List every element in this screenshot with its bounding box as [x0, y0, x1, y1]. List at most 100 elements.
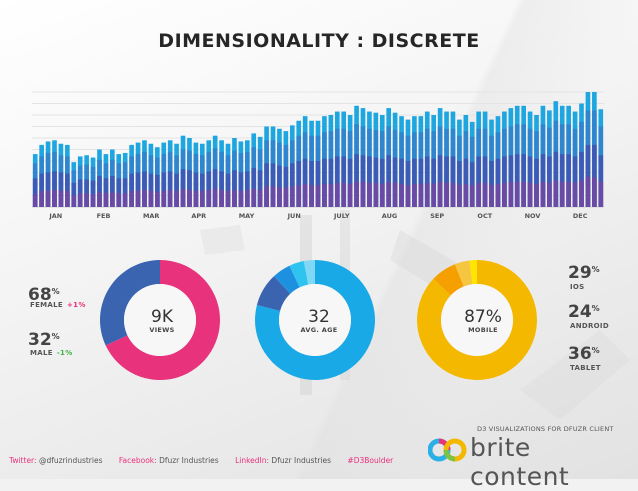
bar-middle: [392, 157, 398, 207]
bar-middle: [553, 151, 559, 207]
bar-bottom: [257, 189, 263, 207]
bar-middle: [585, 144, 591, 207]
bar-middle: [424, 156, 430, 207]
bar-bottom: [334, 182, 340, 207]
chart-bars: [32, 92, 604, 207]
bar-bottom: [521, 181, 526, 207]
twitter-link[interactable]: @dfuzrindustries: [38, 456, 103, 465]
chart-x-labels: JAN FEB MAR APR MAY JUN JULY AUG SEP OCT NOV DEC: [48, 212, 587, 220]
bar-bottom: [97, 192, 102, 207]
bar-middle: [559, 154, 565, 207]
bar-bottom: [129, 190, 134, 207]
bar-bottom: [148, 190, 154, 207]
facebook-link[interactable]: Dfuzr Industries: [159, 456, 219, 465]
bar-middle: [97, 175, 102, 207]
age-value: 32: [308, 307, 330, 327]
bar-bottom: [122, 193, 128, 207]
bar-bottom: [553, 180, 559, 207]
donut-slice: [289, 261, 309, 288]
bar-middle: [206, 171, 212, 207]
bar-middle: [444, 156, 449, 207]
bar-middle: [32, 178, 38, 207]
bar-bottom: [341, 182, 347, 207]
donut-slice: [469, 260, 477, 285]
donut-slice: [273, 265, 300, 294]
bar-middle: [193, 172, 199, 207]
bar-bottom: [167, 189, 173, 207]
male-percent-value: 32: [28, 330, 52, 350]
bar-bottom: [418, 184, 424, 207]
bar-middle: [418, 158, 424, 207]
bar-bottom: [424, 182, 430, 207]
bar-middle: [457, 161, 462, 207]
x-tick-label: JAN: [48, 212, 62, 220]
bar-middle: [302, 158, 308, 207]
x-tick-label: NOV: [525, 212, 541, 220]
bar-middle: [251, 167, 257, 207]
bar-bottom: [77, 193, 83, 207]
x-tick-label: MAY: [239, 212, 255, 220]
bar-middle: [219, 171, 224, 207]
donut-hole: [441, 284, 513, 356]
bar-bottom: [110, 192, 115, 207]
bar-middle: [103, 178, 109, 207]
bar-bottom: [289, 186, 295, 207]
bar-bottom: [58, 190, 64, 207]
bar-middle: [110, 175, 115, 207]
bar-bottom: [373, 182, 379, 207]
bar-bottom: [489, 185, 494, 207]
tablet-percent-value: 36: [568, 344, 592, 364]
ios-percent: 29%: [568, 263, 600, 283]
bar-middle: [405, 161, 411, 207]
bar-bottom: [437, 181, 443, 207]
bar-bottom: [264, 186, 269, 207]
donut-slice: [303, 260, 315, 285]
android-percent-value: 24: [568, 302, 592, 322]
bar-bottom: [495, 184, 501, 207]
donut-slice: [99, 260, 160, 346]
bar-bottom: [155, 192, 160, 207]
bar-middle: [283, 166, 289, 207]
bar-bottom: [463, 184, 469, 207]
bar-middle: [592, 144, 597, 207]
bar-bottom: [45, 190, 51, 207]
bar-middle: [521, 154, 526, 207]
bar-bottom: [116, 193, 122, 207]
views-value: 9K: [151, 307, 173, 327]
bar-middle: [386, 155, 392, 207]
bar-middle: [289, 163, 295, 207]
bar-bottom: [39, 190, 44, 207]
hashtag-link[interactable]: #D3Boulder: [347, 456, 394, 465]
bar-bottom: [84, 193, 89, 207]
bar-bottom: [572, 182, 578, 207]
tablet-percent-sign: %: [591, 346, 600, 355]
background: [0, 0, 638, 479]
x-tick-label: FEB: [97, 212, 111, 220]
bar-bottom: [328, 184, 334, 207]
donut-slice: [254, 260, 375, 381]
bar-bottom: [200, 190, 205, 207]
x-tick-label: DEC: [573, 212, 588, 220]
bar-bottom: [547, 182, 552, 207]
donut-slice: [256, 276, 291, 312]
tablet-label: TABLET: [570, 364, 601, 372]
mobile-value: 87%: [464, 307, 502, 327]
bar-middle: [399, 158, 404, 207]
bar-bottom: [347, 184, 353, 207]
bar-bottom: [212, 188, 218, 207]
bar-bottom: [579, 180, 584, 207]
android-percent-sign: %: [591, 304, 600, 313]
bar-bottom: [502, 182, 507, 207]
bar-bottom: [527, 182, 533, 207]
male-label-row: MALE -1%: [30, 349, 73, 357]
tablet-percent: 36%: [568, 344, 600, 364]
bar-middle: [598, 155, 604, 207]
linkedin-link[interactable]: Dfuzr Industries: [271, 456, 332, 465]
donut-slice: [454, 260, 473, 287]
bar-middle: [187, 170, 192, 207]
bar-bottom: [232, 189, 237, 207]
bar-middle: [476, 156, 481, 207]
bar-bottom: [598, 181, 604, 207]
bar-bottom: [412, 184, 417, 207]
brite-content-logo-icon: [428, 438, 467, 462]
